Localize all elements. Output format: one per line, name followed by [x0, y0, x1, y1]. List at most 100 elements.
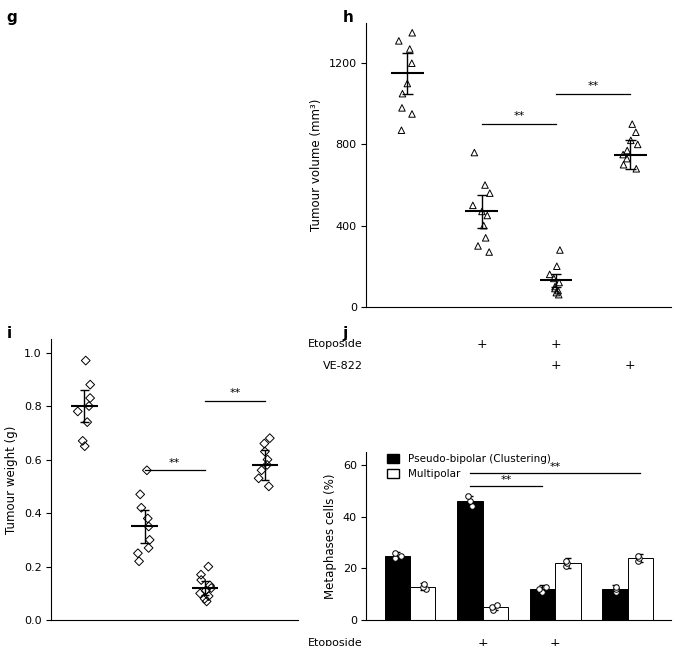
Point — [549, 282, 560, 292]
Point — [551, 287, 562, 298]
Point — [553, 289, 564, 300]
Point — [621, 154, 632, 164]
Point — [204, 580, 215, 590]
Text: i: i — [7, 326, 12, 341]
Point — [466, 501, 477, 512]
Point — [395, 550, 406, 561]
Text: +: + — [625, 359, 636, 372]
Point — [206, 583, 216, 593]
Point — [540, 581, 551, 592]
Point — [260, 446, 271, 457]
Point — [134, 556, 145, 567]
Point — [132, 548, 143, 558]
Point — [404, 44, 415, 54]
Text: j: j — [342, 326, 348, 341]
Point — [534, 584, 545, 594]
Point — [633, 553, 644, 563]
Text: h: h — [342, 10, 353, 25]
Point — [611, 587, 622, 597]
Point — [84, 401, 95, 412]
Text: **: ** — [169, 457, 180, 468]
Text: **: ** — [549, 462, 561, 472]
Point — [144, 535, 155, 545]
Text: +: + — [476, 338, 487, 351]
Point — [407, 28, 418, 38]
Point — [625, 135, 636, 145]
Point — [464, 496, 475, 506]
Point — [135, 489, 146, 499]
Bar — [483, 607, 508, 620]
Point — [479, 180, 490, 190]
Point — [622, 145, 633, 156]
Point — [554, 245, 565, 255]
Point — [397, 89, 408, 99]
Text: **: ** — [588, 81, 599, 90]
Point — [633, 556, 644, 566]
Text: Etoposide: Etoposide — [308, 339, 363, 349]
Y-axis label: Tumour volume (mm³): Tumour volume (mm³) — [310, 99, 323, 231]
Point — [417, 581, 428, 592]
Point — [82, 417, 92, 427]
Point — [406, 109, 417, 119]
Point — [467, 200, 478, 211]
Point — [549, 284, 560, 294]
Point — [462, 491, 473, 501]
Point — [618, 160, 629, 170]
Point — [627, 119, 638, 129]
Point — [256, 465, 267, 475]
Text: **: ** — [501, 475, 512, 484]
Point — [631, 163, 642, 174]
Point — [80, 355, 91, 366]
Point — [402, 78, 413, 89]
Point — [79, 441, 90, 452]
Y-axis label: Metaphases cells (%): Metaphases cells (%) — [324, 474, 337, 599]
Point — [203, 561, 214, 572]
Point — [473, 241, 484, 251]
Text: g: g — [7, 10, 18, 25]
Bar — [410, 587, 436, 620]
Bar — [530, 589, 555, 620]
Point — [469, 147, 480, 158]
Text: +: + — [477, 637, 488, 646]
Point — [201, 596, 212, 607]
Bar — [627, 558, 653, 620]
Legend: Pseudo-bipolar (Clustering), Multipolar: Pseudo-bipolar (Clustering), Multipolar — [387, 454, 551, 479]
Point — [143, 543, 154, 553]
Point — [610, 581, 621, 592]
Point — [630, 127, 641, 138]
Point — [396, 125, 407, 136]
Point — [253, 473, 264, 483]
Point — [419, 579, 429, 589]
Point — [136, 503, 147, 513]
Point — [85, 393, 96, 403]
Point — [562, 558, 573, 568]
Point — [389, 548, 400, 558]
Point — [85, 379, 96, 390]
Point — [406, 58, 417, 68]
Point — [73, 406, 84, 417]
Point — [262, 460, 273, 470]
Point — [195, 589, 206, 599]
Point — [618, 149, 629, 160]
Point — [560, 556, 571, 566]
Point — [536, 587, 547, 597]
Point — [262, 454, 273, 464]
Point — [141, 465, 152, 475]
Point — [389, 553, 400, 563]
Point — [478, 220, 489, 231]
Bar — [384, 556, 410, 620]
Point — [544, 269, 555, 280]
Text: **: ** — [513, 111, 525, 121]
Point — [203, 591, 214, 601]
Point — [264, 433, 275, 443]
Bar — [555, 563, 581, 620]
Text: VE-822: VE-822 — [323, 360, 363, 371]
Point — [142, 514, 153, 524]
Point — [195, 570, 206, 580]
Point — [484, 247, 495, 257]
Y-axis label: Tumour weight (g): Tumour weight (g) — [5, 426, 18, 534]
Point — [553, 277, 564, 287]
Text: +: + — [551, 338, 562, 351]
Text: Etoposide: Etoposide — [308, 638, 363, 646]
Point — [77, 435, 88, 446]
